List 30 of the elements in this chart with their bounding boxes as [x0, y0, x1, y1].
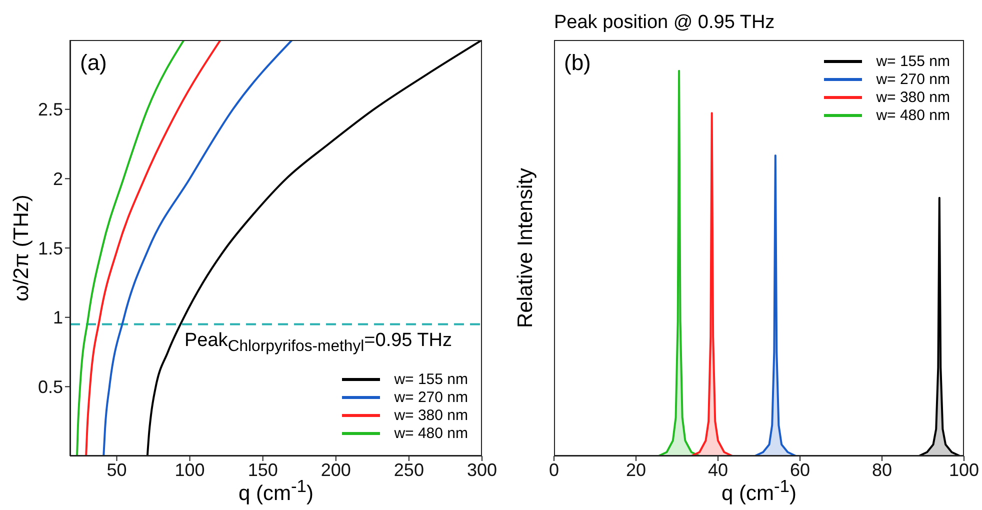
- x-tick-label: 80: [872, 460, 892, 480]
- legend-label: w= 270 nm: [394, 388, 468, 406]
- y-axis-title: Relative Intensity: [514, 168, 538, 328]
- legend-label: w= 155 nm: [394, 370, 468, 388]
- legend-label: w= 480 nm: [394, 424, 468, 442]
- y-tick-label: 1: [52, 308, 63, 328]
- y-tick-label: 2: [52, 169, 63, 190]
- x-tick-label: 100: [174, 460, 205, 480]
- x-tick-label: 300: [466, 460, 498, 480]
- annotation: (a): [80, 50, 107, 76]
- legend-label: w= 380 nm: [394, 406, 468, 424]
- y-axis-title: ω/2π (THz): [10, 194, 34, 302]
- chart-title: Peak position @ 0.95 THz: [554, 12, 775, 34]
- line-series: [146, 40, 482, 456]
- x-tick-label: 250: [394, 460, 424, 480]
- ref-line-label: Peak$_{Chlorpyrifos-methyl}$=0.95 THz: [184, 330, 452, 356]
- line-series: [76, 40, 185, 456]
- annotation: (b): [564, 50, 591, 76]
- legend-label: w= 270 nm: [876, 70, 950, 88]
- x-tick-label: 50: [106, 460, 127, 480]
- y-tick-label: 2.5: [38, 100, 63, 120]
- x-tick-label: 200: [320, 460, 351, 480]
- legend-label: w= 380 nm: [876, 88, 950, 106]
- x-tick-label: 100: [948, 460, 980, 480]
- y-tick-label: 0.5: [38, 377, 63, 398]
- x-tick-label: 0: [548, 460, 560, 480]
- x-tick-label: 20: [626, 460, 646, 480]
- legend-label: w= 155 nm: [876, 52, 950, 70]
- y-tick-label: 1.5: [38, 238, 63, 258]
- legend-label: w= 480 nm: [876, 106, 950, 124]
